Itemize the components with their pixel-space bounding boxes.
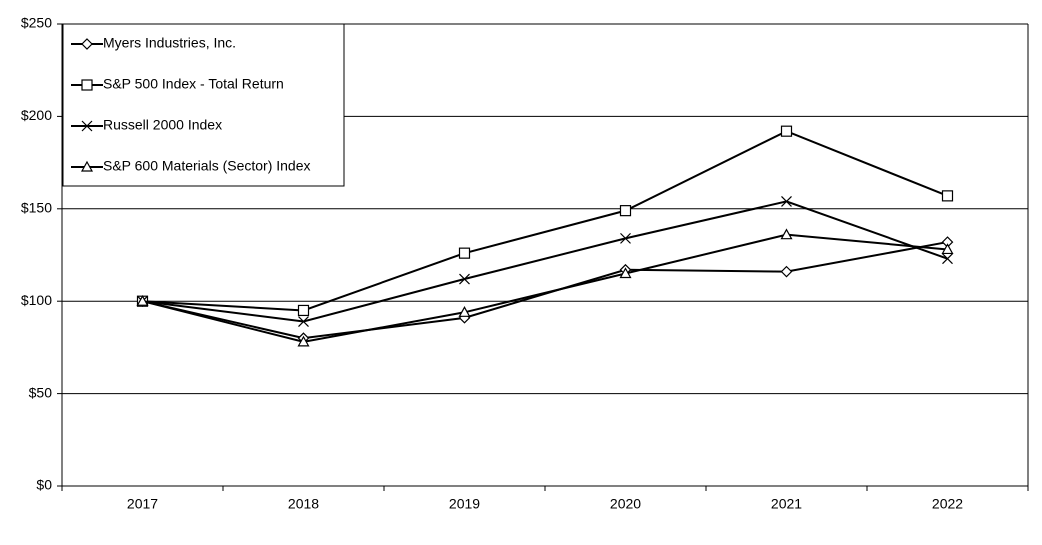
marker bbox=[941, 243, 954, 255]
marker bbox=[136, 294, 149, 306]
legend-marker bbox=[81, 38, 93, 50]
y-tick-label: $0 bbox=[36, 477, 52, 493]
series-line bbox=[142, 200, 948, 323]
y-tick-label: $50 bbox=[29, 384, 53, 400]
series-line bbox=[142, 130, 948, 312]
marker bbox=[781, 195, 792, 207]
x-tick-label: 2017 bbox=[127, 496, 158, 512]
marker bbox=[619, 205, 632, 217]
marker bbox=[941, 190, 954, 202]
x-tick-label: 2019 bbox=[449, 496, 480, 512]
legend-label: S&P 600 Materials (Sector) Index bbox=[103, 158, 311, 174]
marker bbox=[458, 306, 471, 317]
marker bbox=[459, 273, 470, 285]
y-tick-label: $250 bbox=[21, 15, 52, 31]
marker bbox=[298, 316, 309, 327]
x-tick-label: 2022 bbox=[932, 496, 963, 512]
marker bbox=[619, 267, 632, 279]
x-tick-label: 2020 bbox=[610, 496, 641, 512]
legend-marker bbox=[80, 160, 94, 172]
y-tick-label: $100 bbox=[21, 292, 52, 308]
marker bbox=[780, 228, 793, 240]
y-tick-label: $150 bbox=[21, 200, 52, 216]
marker bbox=[297, 304, 310, 317]
series-line bbox=[142, 233, 948, 343]
y-tick-label: $200 bbox=[21, 107, 52, 123]
legend-marker bbox=[81, 79, 93, 91]
x-tick-label: 2018 bbox=[288, 496, 319, 512]
marker bbox=[458, 247, 471, 259]
marker bbox=[297, 335, 310, 347]
x-tick-label: 2021 bbox=[771, 496, 802, 512]
marker bbox=[942, 253, 953, 265]
marker bbox=[780, 125, 793, 137]
marker bbox=[620, 232, 631, 244]
legend-label: S&P 500 Index - Total Return bbox=[103, 76, 284, 92]
legend-label: Myers Industries, Inc. bbox=[103, 35, 236, 51]
legend-box bbox=[62, 23, 345, 187]
legend-label: Russell 2000 Index bbox=[103, 117, 222, 133]
marker bbox=[780, 265, 793, 278]
legend-marker bbox=[81, 120, 93, 132]
series-line bbox=[142, 241, 948, 340]
